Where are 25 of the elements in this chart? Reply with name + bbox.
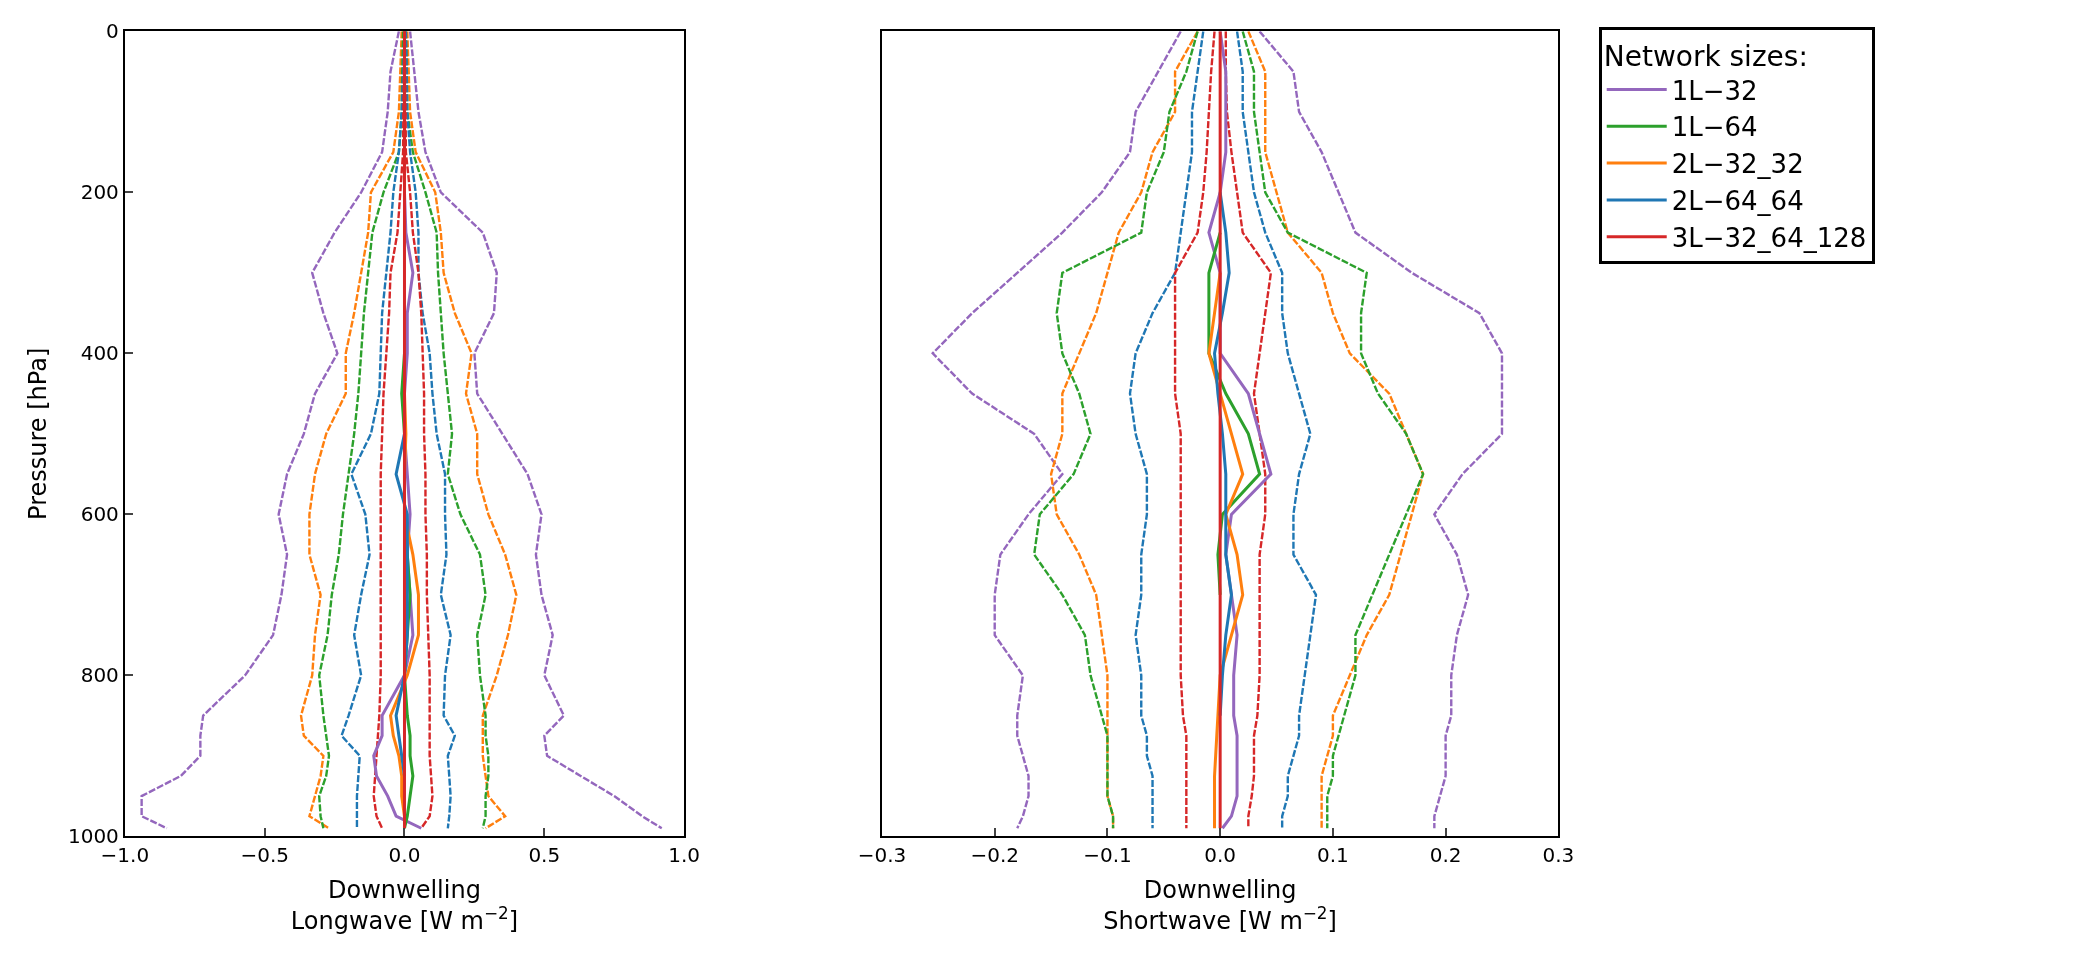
legend-title: Network sizes: <box>1603 40 1808 74</box>
x-tick-label: −0.2 <box>970 843 1019 868</box>
legend-label: 1L−64 <box>1671 112 1758 143</box>
x-tick-label: 0.0 <box>388 843 421 868</box>
x-tick-label: 0.1 <box>1316 843 1349 868</box>
x-tick-label: 0.0 <box>1204 843 1237 868</box>
x-tick-label: −0.3 <box>857 843 907 868</box>
x-tick-label: −0.5 <box>240 843 289 868</box>
y-tick-label: 800 <box>80 663 119 688</box>
y-tick-label: 0 <box>106 19 119 44</box>
x-tick-label: 0.3 <box>1542 843 1575 868</box>
legend-label: 2L−32_32 <box>1671 149 1804 180</box>
legend-label: 2L−64_64 <box>1671 186 1804 217</box>
y-axis-title: Pressure [hPa] <box>23 347 52 520</box>
x-tick-label: 0.5 <box>528 843 561 868</box>
legend-label: 3L−32_64_128 <box>1671 222 1867 253</box>
x-axis-title: Downwelling Longwave [W m$^{−2}$] <box>290 876 519 936</box>
x-tick-label: 0.2 <box>1429 843 1462 868</box>
y-tick-label: 200 <box>80 180 119 205</box>
x-tick-label: −0.1 <box>1083 843 1132 868</box>
x-axis-title: Downwelling Shortwave [W m$^{−2}$] <box>1103 876 1337 936</box>
x-tick-label: 1.0 <box>668 843 701 868</box>
y-tick-label: 400 <box>80 341 119 366</box>
legend-label: 1L−32 <box>1671 75 1758 106</box>
y-tick-label: 600 <box>80 502 119 527</box>
